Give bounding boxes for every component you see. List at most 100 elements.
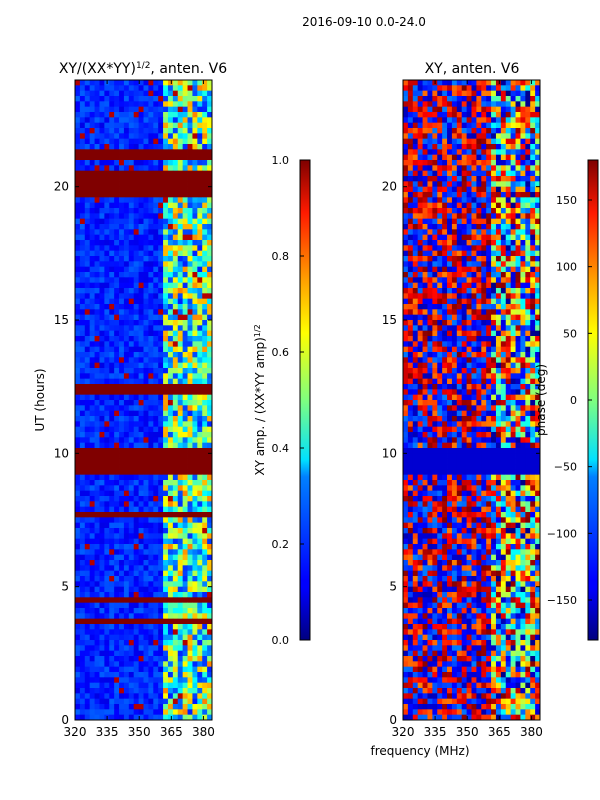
heatmap-cell — [119, 469, 125, 476]
heatmap-cell — [94, 128, 100, 134]
heatmap-cell — [510, 352, 516, 358]
heatmap-cell — [94, 96, 100, 102]
heatmap-cell — [114, 490, 120, 497]
heatmap-cell — [403, 229, 409, 236]
heatmap-cell — [471, 341, 477, 348]
heatmap-cell — [192, 261, 198, 268]
heatmap-cell — [79, 704, 86, 710]
heatmap-cell — [167, 490, 174, 497]
heatmap-cell — [123, 85, 130, 92]
heatmap-cell — [192, 229, 198, 236]
heatmap-cell — [530, 106, 536, 113]
heatmap-cell — [84, 533, 91, 540]
heatmap-cell — [133, 512, 139, 518]
heatmap-cell — [138, 469, 144, 476]
heatmap-cell — [197, 117, 203, 124]
heatmap-cell — [167, 96, 174, 102]
heatmap-cell — [177, 149, 184, 156]
heatmap-cell — [75, 645, 81, 652]
heatmap-cell — [427, 256, 433, 262]
heatmap-cell — [123, 618, 130, 625]
heatmap-cell — [167, 208, 174, 214]
heatmap-cell — [530, 170, 536, 177]
heatmap-cell — [99, 624, 105, 630]
heatmap-cell — [89, 400, 95, 406]
heatmap-cell — [109, 677, 115, 684]
heatmap-cell — [143, 208, 149, 214]
heatmap-cell — [75, 154, 81, 161]
heatmap-cell — [163, 341, 169, 348]
heatmap-cell — [525, 373, 531, 380]
heatmap-cell — [163, 650, 169, 657]
heatmap-cell — [104, 250, 110, 257]
heatmap-cell — [177, 394, 184, 401]
heatmap-cell — [153, 85, 159, 92]
heatmap-cell — [79, 421, 86, 428]
heatmap-cell — [202, 197, 208, 204]
heatmap-cell — [153, 154, 159, 161]
heatmap-cell — [99, 122, 105, 129]
heatmap-cell — [148, 549, 154, 556]
heatmap-cell — [486, 149, 492, 156]
heatmap-cell — [172, 240, 179, 246]
heatmap-cell — [407, 234, 414, 241]
heatmap-cell — [520, 282, 526, 289]
heatmap-cell — [128, 373, 135, 380]
heatmap-cell — [447, 80, 453, 86]
heatmap-cell — [109, 384, 115, 390]
heatmap-cell — [407, 106, 414, 113]
heatmap-cell — [114, 128, 120, 134]
heatmap-cell — [197, 304, 203, 310]
heatmap-cell — [104, 112, 110, 118]
heatmap-cell — [128, 688, 135, 694]
heatmap-cell — [495, 181, 502, 188]
heatmap-cell — [84, 144, 91, 150]
heatmap-cell — [530, 304, 536, 310]
heatmap-cell — [422, 373, 428, 380]
heatmap-cell — [525, 325, 531, 332]
heatmap-cell — [202, 352, 208, 358]
heatmap-cell — [172, 106, 179, 113]
heatmap-cell — [172, 576, 179, 582]
heatmap-cell — [461, 314, 467, 321]
heatmap-cell — [177, 608, 184, 614]
heatmap-cell — [148, 229, 154, 236]
heatmap-cell — [119, 405, 125, 412]
heatmap-cell — [535, 106, 540, 113]
heatmap-cell — [442, 128, 448, 134]
heatmap-cell — [114, 522, 120, 529]
heatmap-cell — [143, 384, 149, 390]
heatmap-cell — [187, 208, 193, 214]
heatmap-cell — [422, 112, 428, 118]
heatmap-cell — [143, 288, 149, 294]
heatmap-cell — [427, 208, 433, 214]
heatmap-cell — [510, 133, 516, 140]
heatmap-cell — [114, 528, 120, 534]
heatmap-cell — [505, 149, 512, 156]
heatmap-cell — [197, 170, 203, 177]
heatmap-cell — [148, 602, 154, 609]
heatmap-cell — [500, 213, 507, 220]
heatmap-cell — [104, 192, 110, 198]
heatmap-cell — [442, 208, 448, 214]
heatmap-cell — [104, 538, 110, 545]
heatmap-cell — [451, 293, 458, 300]
heatmap-cell — [187, 293, 193, 300]
heatmap-cell — [163, 80, 169, 86]
heatmap-cell — [158, 597, 164, 604]
heatmap-cell — [143, 528, 149, 534]
heatmap-cell — [476, 352, 482, 358]
heatmap-cell — [104, 90, 110, 97]
heatmap-cell — [530, 224, 536, 230]
heatmap-cell — [177, 709, 184, 716]
heatmap-cell — [486, 357, 492, 364]
heatmap-cell — [123, 208, 130, 214]
heatmap-cell — [530, 336, 536, 342]
heatmap-cell — [182, 704, 188, 710]
heatmap-cell — [422, 213, 428, 220]
heatmap-cell — [177, 250, 184, 257]
heatmap-cell — [143, 608, 149, 614]
heatmap-cell — [447, 101, 453, 108]
heatmap-cell — [99, 533, 105, 540]
